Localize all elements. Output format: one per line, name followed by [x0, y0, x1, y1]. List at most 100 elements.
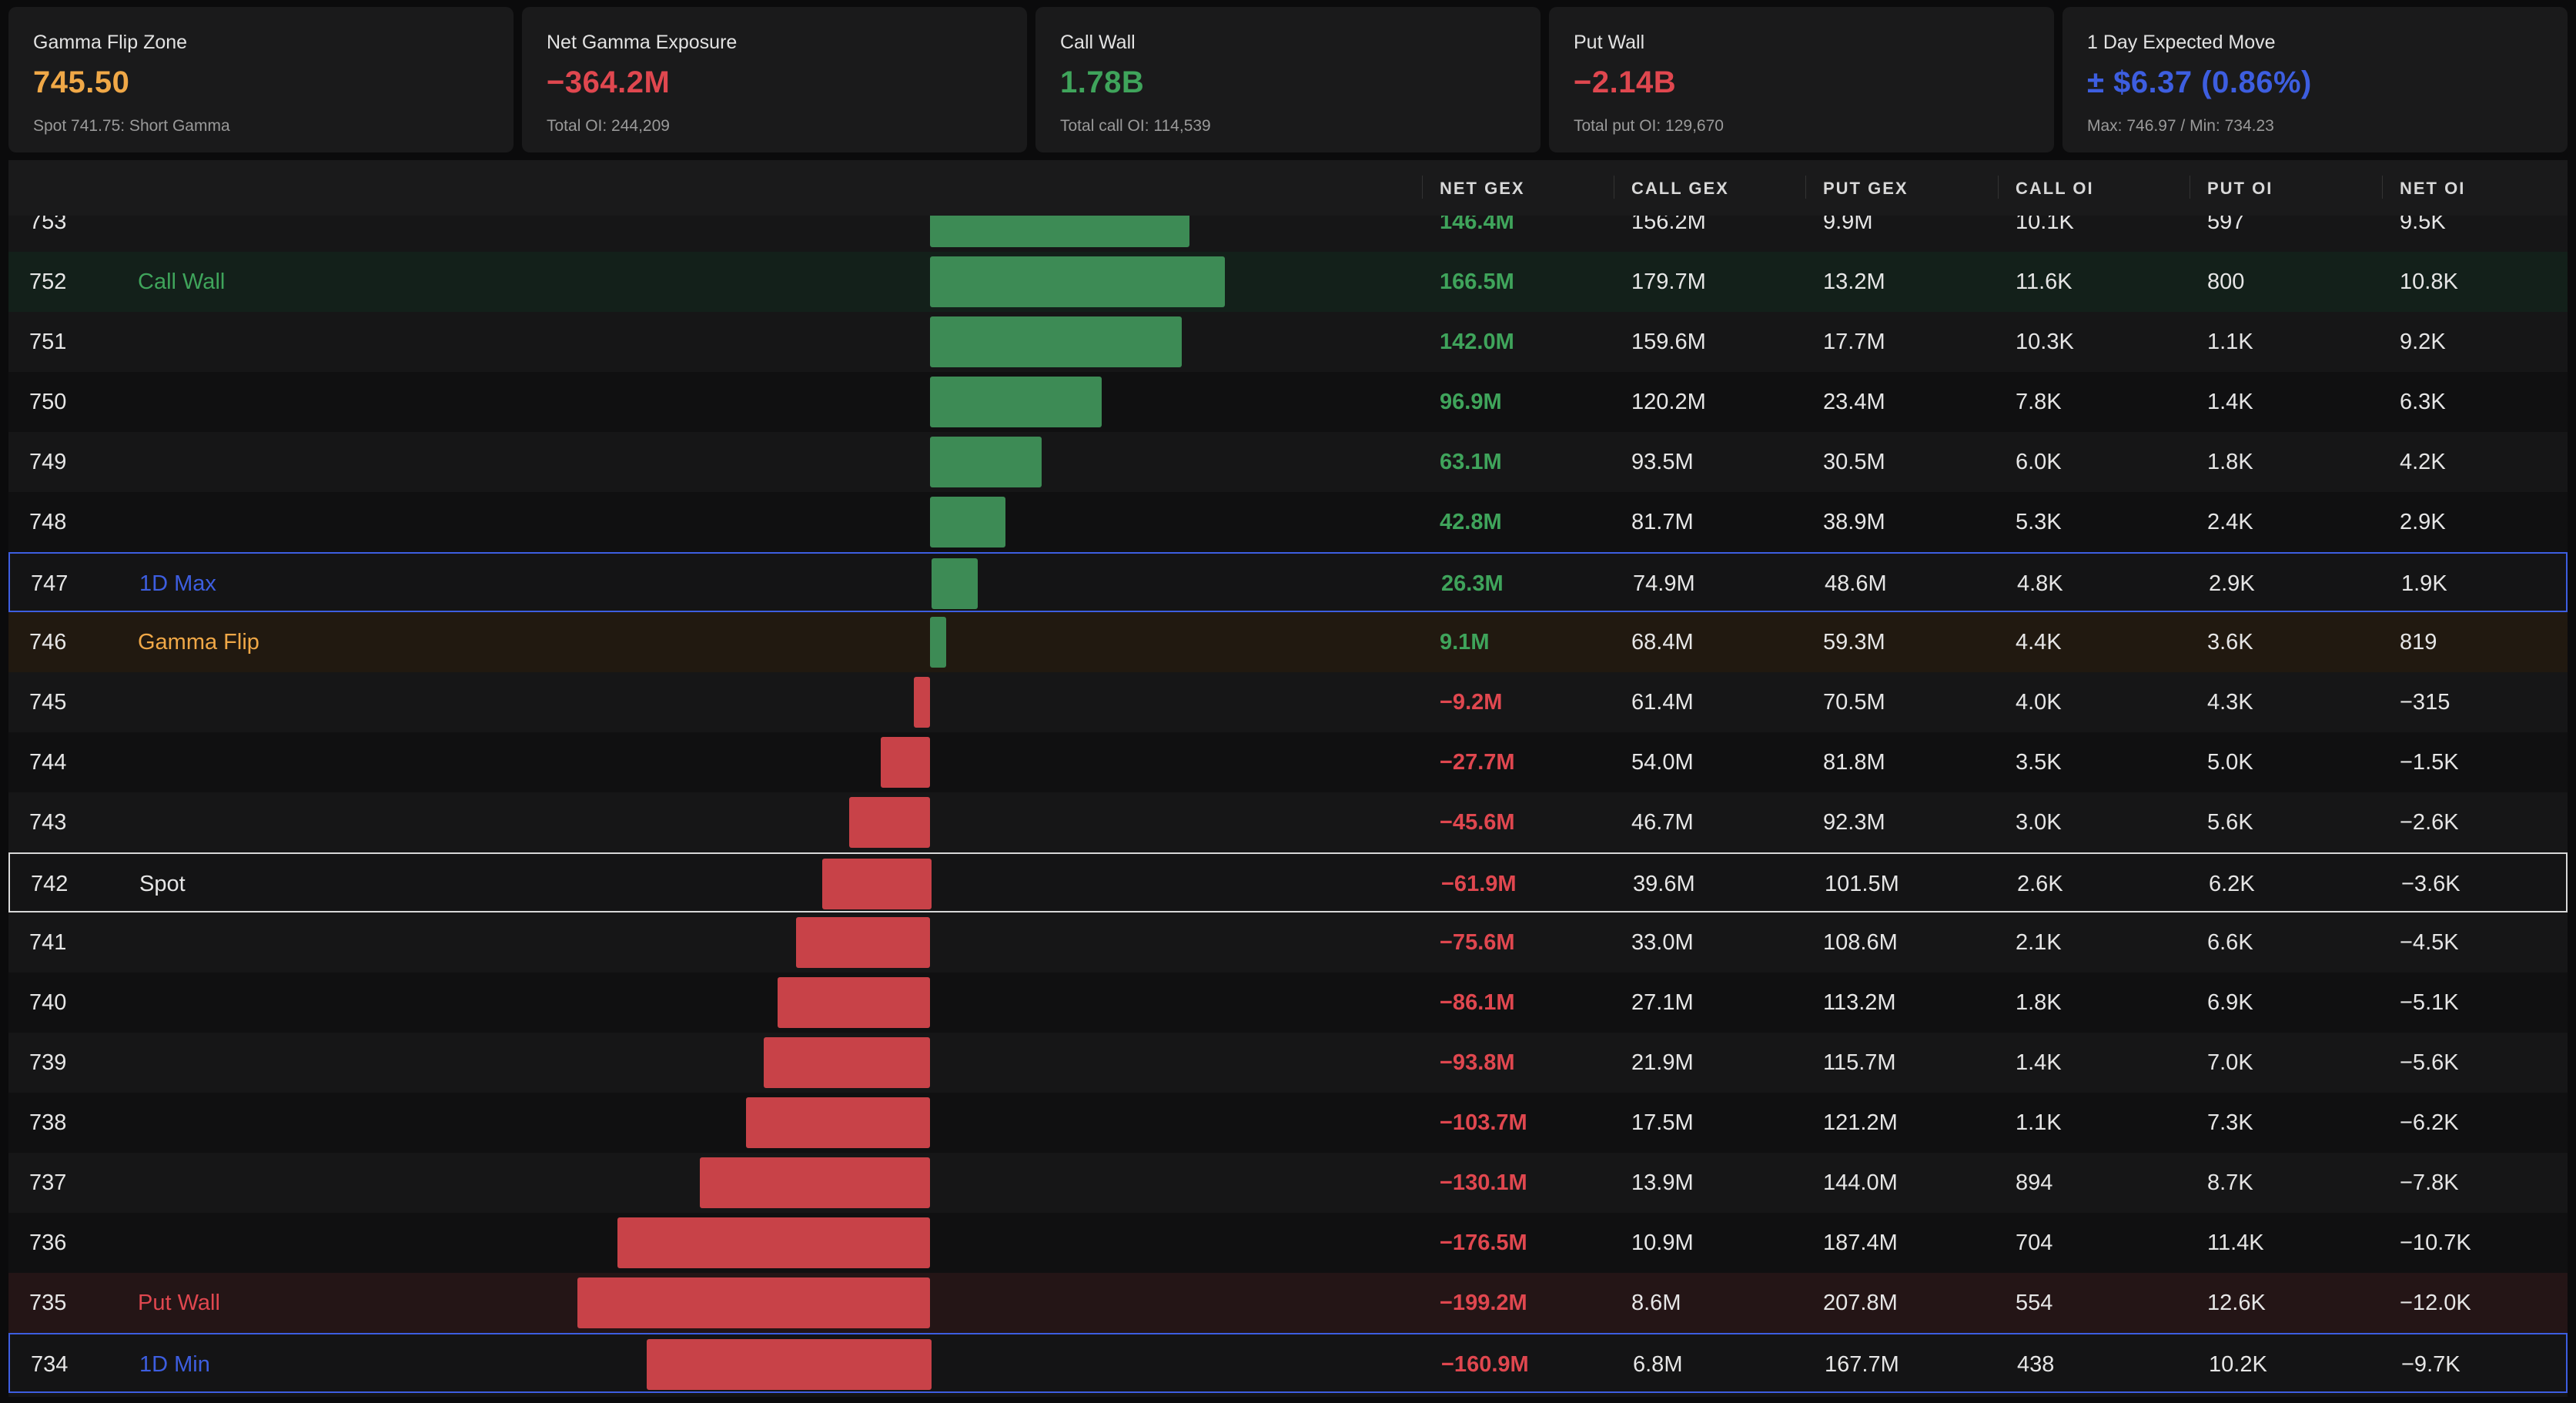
table-row[interactable]: 748 42.8M 81.7M 38.9M 5.3K 2.4K 2.9K	[8, 492, 2568, 552]
cell-net-oi: 6.3K	[2400, 390, 2446, 414]
table-row[interactable]: 752 Call Wall 166.5M 179.7M 13.2M 11.6K 800 10.…	[8, 252, 2568, 312]
table-row[interactable]: 745 −9.2M 61.4M 70.5M 4.0K 4.3K −315	[8, 672, 2568, 732]
strike-price: 739	[29, 1050, 67, 1075]
header-divider	[2382, 176, 2383, 199]
table-row[interactable]: 735 Put Wall −199.2M 8.6M 207.8M 554 12.6K −12.…	[8, 1273, 2568, 1333]
cell-net-oi: 819	[2400, 630, 2437, 655]
card-call-wall: Call Wall 1.78B Total call OI: 114,539	[1035, 7, 1541, 152]
card-value: −364.2M	[547, 65, 671, 99]
cell-call-gex: 120.2M	[1631, 390, 1706, 414]
cell-put-oi: 12.6K	[2207, 1291, 2266, 1315]
cell-put-oi: 11.4K	[2207, 1231, 2264, 1255]
card-subtext: Max: 746.97 / Min: 734.23	[2087, 117, 2274, 135]
cell-net-oi: −5.6K	[2400, 1050, 2459, 1075]
header-divider	[1805, 176, 1806, 199]
cell-put-oi: 3.6K	[2207, 630, 2253, 655]
table-row[interactable]: 743 −45.6M 46.7M 92.3M 3.0K 5.6K −2.6K	[8, 792, 2568, 852]
cell-net-gex: −9.2M	[1440, 690, 1503, 715]
cell-put-gex: 17.7M	[1823, 330, 1885, 354]
cell-put-oi: 7.0K	[2207, 1050, 2253, 1075]
cell-call-gex: 93.5M	[1631, 450, 1694, 474]
header-net-oi[interactable]: NET OI	[2400, 179, 2466, 198]
header-call-oi[interactable]: CALL OI	[2016, 179, 2094, 198]
cell-call-gex: 39.6M	[1633, 872, 1695, 896]
strike-price: 745	[29, 690, 67, 715]
cell-put-oi: 10.2K	[2209, 1352, 2267, 1377]
table-row[interactable]: 750 96.9M 120.2M 23.4M 7.8K 1.4K 6.3K	[8, 372, 2568, 432]
gex-table[interactable]: 753 146.4M 156.2M 9.9M 10.1K 597 9.5K 752 Call W…	[8, 160, 2568, 1397]
cell-put-gex: 207.8M	[1823, 1291, 1898, 1315]
cell-put-oi: 8.7K	[2207, 1170, 2253, 1195]
gex-bar-negative	[777, 977, 930, 1028]
gex-table-header: NET GEX CALL GEX PUT GEX CALL OI PUT OI …	[8, 160, 2568, 216]
cell-net-oi: −1.5K	[2400, 750, 2459, 775]
card-gamma-flip-zone: Gamma Flip Zone 745.50 Spot 741.75: Shor…	[8, 7, 514, 152]
card-put-wall: Put Wall −2.14B Total put OI: 129,670	[1549, 7, 2054, 152]
header-put-oi[interactable]: PUT OI	[2207, 179, 2273, 198]
level-tag: Spot	[139, 872, 186, 896]
cell-call-oi: 2.6K	[2017, 872, 2063, 896]
table-row[interactable]: 734 1D Min −160.9M 6.8M 167.7M 438 10.2K −9.7K	[8, 1333, 2568, 1393]
cell-net-gex: −45.6M	[1440, 810, 1515, 835]
table-row[interactable]: 744 −27.7M 54.0M 81.8M 3.5K 5.0K −1.5K	[8, 732, 2568, 792]
header-put-gex[interactable]: PUT GEX	[1823, 179, 1909, 198]
cell-call-oi: 4.8K	[2017, 571, 2063, 596]
gex-table-body[interactable]: 753 146.4M 156.2M 9.9M 10.1K 597 9.5K 752 Call W…	[8, 160, 2568, 1397]
cell-put-oi: 6.9K	[2207, 990, 2253, 1015]
cell-call-oi: 7.8K	[2016, 390, 2062, 414]
cell-call-gex: 61.4M	[1631, 690, 1694, 715]
card-value: −2.14B	[1574, 65, 1677, 99]
gex-bar-negative	[849, 797, 930, 848]
level-tag: 1D Max	[139, 571, 216, 596]
cell-net-oi: −315	[2400, 690, 2451, 715]
table-row[interactable]: 746 Gamma Flip 9.1M 68.4M 59.3M 4.4K 3.6K 819	[8, 612, 2568, 672]
cell-net-oi: −4.5K	[2400, 930, 2459, 955]
cell-net-oi: −2.6K	[2400, 810, 2459, 835]
level-tag: Gamma Flip	[138, 630, 259, 655]
cell-net-gex: −27.7M	[1440, 750, 1515, 775]
table-row[interactable]: 739 −93.8M 21.9M 115.7M 1.4K 7.0K −5.6K	[8, 1033, 2568, 1093]
header-net-gex[interactable]: NET GEX	[1440, 179, 1525, 198]
cell-call-gex: 81.7M	[1631, 510, 1694, 534]
cell-call-oi: 4.0K	[2016, 690, 2062, 715]
cell-net-gex: −103.7M	[1440, 1110, 1527, 1135]
cell-call-oi: 6.0K	[2016, 450, 2062, 474]
cell-put-oi: 6.6K	[2207, 930, 2253, 955]
gex-bar-positive	[930, 617, 946, 668]
table-row[interactable]: 741 −75.6M 33.0M 108.6M 2.1K 6.6K −4.5K	[8, 912, 2568, 973]
table-row[interactable]: 738 −103.7M 17.5M 121.2M 1.1K 7.3K −6.2K	[8, 1093, 2568, 1153]
table-row[interactable]: 749 63.1M 93.5M 30.5M 6.0K 1.8K 4.2K	[8, 432, 2568, 492]
strike-price: 738	[29, 1110, 67, 1135]
table-row[interactable]: 737 −130.1M 13.9M 144.0M 894 8.7K −7.8K	[8, 1153, 2568, 1213]
cell-put-oi: 5.6K	[2207, 810, 2253, 835]
table-row[interactable]: 751 142.0M 159.6M 17.7M 10.3K 1.1K 9.2K	[8, 312, 2568, 372]
strike-price: 748	[29, 510, 67, 534]
strike-price: 734	[31, 1352, 69, 1377]
cell-call-oi: 3.5K	[2016, 750, 2062, 775]
cell-net-gex: −93.8M	[1440, 1050, 1515, 1075]
cell-net-gex: 9.1M	[1440, 630, 1490, 655]
cell-net-oi: −12.0K	[2400, 1291, 2471, 1315]
cell-net-gex: −176.5M	[1440, 1231, 1527, 1255]
cell-put-oi: 2.9K	[2209, 571, 2255, 596]
gex-bar-negative	[881, 737, 930, 788]
table-row[interactable]: 740 −86.1M 27.1M 113.2M 1.8K 6.9K −5.1K	[8, 973, 2568, 1033]
card-expected-move: 1 Day Expected Move ± $6.37 (0.86%) Max:…	[2062, 7, 2568, 152]
header-call-gex[interactable]: CALL GEX	[1631, 179, 1729, 198]
table-row[interactable]: 736 −176.5M 10.9M 187.4M 704 11.4K −10.7K	[8, 1213, 2568, 1273]
gex-bar-positive	[930, 437, 1042, 487]
cell-put-oi: 4.3K	[2207, 690, 2253, 715]
strike-price: 742	[31, 872, 69, 896]
cell-call-gex: 10.9M	[1631, 1231, 1694, 1255]
cell-call-gex: 33.0M	[1631, 930, 1694, 955]
cell-call-oi: 894	[2016, 1170, 2053, 1195]
cell-call-gex: 13.9M	[1631, 1170, 1694, 1195]
table-row[interactable]: 747 1D Max 26.3M 74.9M 48.6M 4.8K 2.9K 1.9K	[8, 552, 2568, 612]
table-row[interactable]: 742 Spot −61.9M 39.6M 101.5M 2.6K 6.2K −3.6K	[8, 852, 2568, 912]
cell-put-oi: 800	[2207, 270, 2245, 294]
strike-price: 746	[29, 630, 67, 655]
cell-call-gex: 6.8M	[1633, 1352, 1683, 1377]
cell-net-gex: −130.1M	[1440, 1170, 1527, 1195]
cell-put-oi: 6.2K	[2209, 872, 2255, 896]
card-label: Net Gamma Exposure	[547, 32, 738, 53]
